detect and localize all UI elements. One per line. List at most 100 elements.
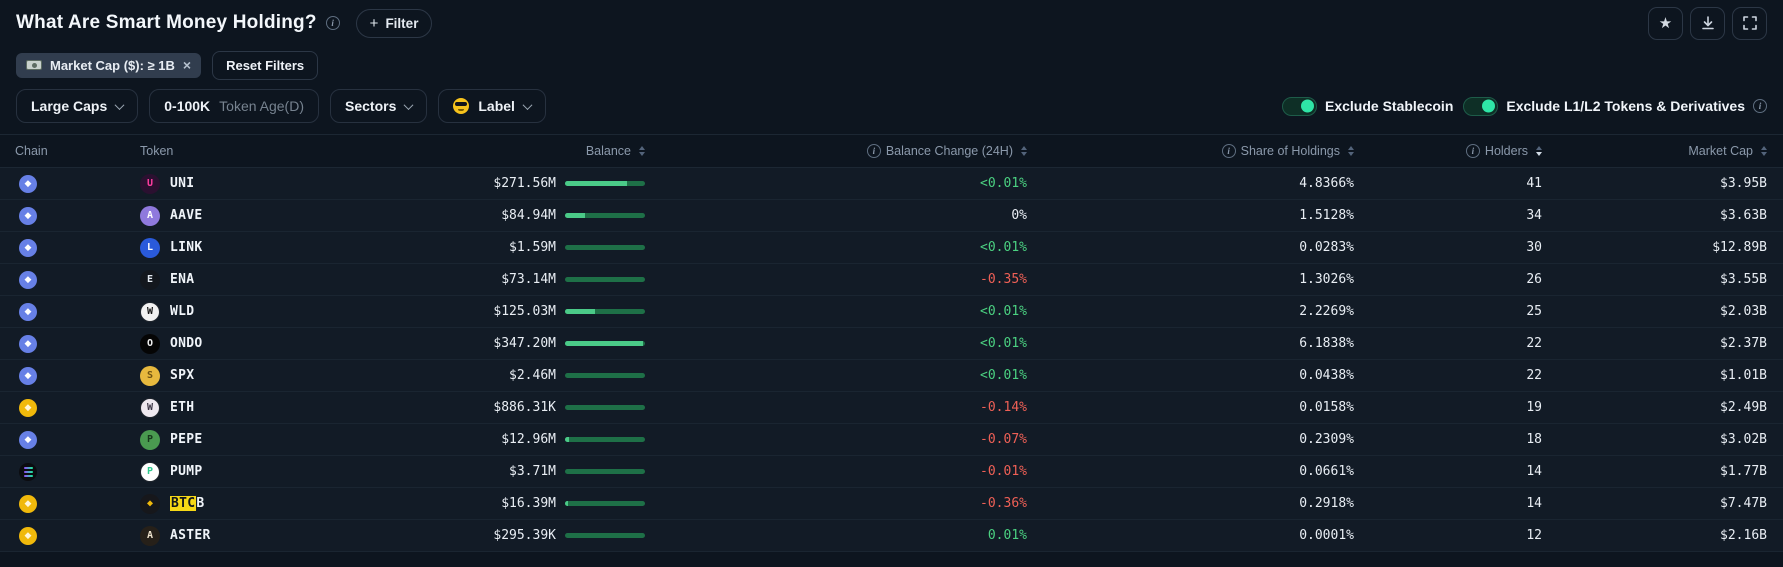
- holders-cell: 41: [1354, 176, 1542, 191]
- table-row[interactable]: ◆ A AAVE $84.94M 0% 1.5128% 34 $3.63B: [0, 200, 1783, 232]
- ethereum-chain-icon: ◆: [19, 366, 37, 385]
- holders-value: 25: [1526, 304, 1542, 319]
- table-row[interactable]: ◆ E ENA $73.14M -0.35% 1.3026% 26 $3.55B: [0, 264, 1783, 296]
- token-cell[interactable]: W ETH: [140, 397, 315, 418]
- ethereum-chain-icon: ◆: [19, 302, 37, 321]
- balance-change-cell: 0.01%: [645, 528, 1027, 543]
- token-cell[interactable]: U UNI: [140, 173, 315, 194]
- sectors-label: Sectors: [345, 98, 397, 114]
- column-header-market-cap[interactable]: Market Cap: [1542, 144, 1767, 158]
- token-cell[interactable]: E ENA: [140, 269, 315, 290]
- token-cell[interactable]: W WLD: [140, 301, 315, 322]
- market-cap-cell: $2.03B: [1542, 304, 1767, 319]
- market-cap-value: $3.02B: [1720, 432, 1767, 447]
- balance-change-value: -0.35%: [980, 272, 1027, 287]
- token-age-dropdown[interactable]: 0-100K Token Age(D): [149, 89, 319, 123]
- sort-icon[interactable]: [1761, 146, 1767, 156]
- column-header-share[interactable]: i Share of Holdings: [1027, 144, 1354, 158]
- token-cell[interactable]: P PEPE: [140, 429, 315, 450]
- market-cap-value: $2.03B: [1720, 304, 1767, 319]
- holders-value: 18: [1526, 432, 1542, 447]
- table-row[interactable]: ◆ A ASTER $295.39K 0.01% 0.0001% 12 $2.16B: [0, 520, 1783, 552]
- balance-change-value: <0.01%: [980, 176, 1027, 191]
- holders-cell: 30: [1354, 240, 1542, 255]
- token-cell[interactable]: A AAVE: [140, 205, 315, 226]
- balance-change-value: -0.14%: [980, 400, 1027, 415]
- chain-cell: ◆: [15, 174, 140, 193]
- chip-close-icon[interactable]: ×: [182, 57, 192, 73]
- solana-bar: [23, 466, 33, 469]
- token-name: SPX: [170, 368, 195, 383]
- label-dropdown[interactable]: Label: [438, 89, 546, 123]
- table-row[interactable]: ◆ S SPX $2.46M <0.01% 0.0438% 22 $1.01B: [0, 360, 1783, 392]
- ethereum-chain-icon: ◆: [19, 174, 37, 193]
- table-row[interactable]: ◆ ◆ BTCB $16.39M -0.36% 0.2918% 14 $7.47B: [0, 488, 1783, 520]
- token-cell[interactable]: O ONDO: [140, 333, 315, 354]
- balance-value: $16.39M: [501, 496, 556, 511]
- balance-bar: [565, 245, 645, 250]
- balance-change-info-icon[interactable]: i: [866, 144, 881, 158]
- favorite-button[interactable]: ★: [1648, 6, 1683, 40]
- chain-cell: ◆: [15, 302, 140, 321]
- market-cap-value: $3.63B: [1720, 208, 1767, 223]
- table-row[interactable]: ◆ W WLD $125.03M <0.01% 2.2269% 25 $2.03B: [0, 296, 1783, 328]
- balance-change-value: <0.01%: [980, 368, 1027, 383]
- table-row[interactable]: ◆ O ONDO $347.20M <0.01% 6.1838% 22 $2.37B: [0, 328, 1783, 360]
- share-value: 1.5128%: [1299, 208, 1354, 223]
- table-row[interactable]: ◆ W ETH $886.31K -0.14% 0.0158% 19 $2.49B: [0, 392, 1783, 424]
- holders-info-icon[interactable]: i: [1465, 144, 1480, 158]
- holders-cell: 25: [1354, 304, 1542, 319]
- column-header-holders[interactable]: i Holders: [1354, 144, 1542, 158]
- token-cell[interactable]: ◆ BTCB: [140, 493, 315, 514]
- market-cap-filter-chip[interactable]: Market Cap ($): ≥ 1B ×: [16, 52, 202, 78]
- reset-filters-button[interactable]: Reset Filters: [212, 50, 319, 80]
- market-cap-tier-dropdown[interactable]: Large Caps: [16, 89, 139, 123]
- plus-icon: +: [369, 14, 379, 32]
- holders-value: 19: [1526, 400, 1542, 415]
- token-cell[interactable]: S SPX: [140, 365, 315, 386]
- table-row[interactable]: ◆ L LINK $1.59M <0.01% 0.0283% 30 $12.89B: [0, 232, 1783, 264]
- token-name: LINK: [170, 240, 203, 255]
- exclude-stablecoin-group: Exclude Stablecoin: [1282, 96, 1453, 116]
- exclude-l1l2-toggle[interactable]: [1463, 96, 1499, 116]
- balance-change-value: <0.01%: [980, 240, 1027, 255]
- toolbar: What Are Smart Money Holding? i + Filter…: [0, 0, 1783, 46]
- balance-cell: $2.46M: [315, 368, 645, 383]
- token-cell[interactable]: L LINK: [140, 237, 315, 258]
- share-value: 0.0158%: [1299, 400, 1354, 415]
- ondo-token-icon: O: [140, 333, 160, 354]
- exclude-stablecoin-toggle[interactable]: [1282, 96, 1317, 116]
- share-cell: 1.5128%: [1027, 208, 1354, 223]
- token-cell[interactable]: A ASTER: [140, 525, 315, 546]
- sort-icon[interactable]: [639, 146, 645, 156]
- btcb-token-icon: ◆: [140, 493, 160, 514]
- share-value: 0.0283%: [1299, 240, 1354, 255]
- holders-cell: 22: [1354, 336, 1542, 351]
- table-row[interactable]: P PUMP $3.71M -0.01% 0.0661% 14 $1.77B: [0, 456, 1783, 488]
- chain-cell: ◆: [15, 206, 140, 225]
- holders-value: 41: [1526, 176, 1542, 191]
- sort-icon-active-desc[interactable]: [1536, 146, 1542, 156]
- title-info-icon[interactable]: i: [325, 16, 340, 30]
- token-cell[interactable]: P PUMP: [140, 461, 315, 482]
- market-cap-value: $1.77B: [1720, 464, 1767, 479]
- l1l2-info-icon[interactable]: i: [1753, 99, 1767, 113]
- widget-actions: ★: [1648, 6, 1767, 40]
- sort-icon[interactable]: [1348, 146, 1354, 156]
- fullscreen-button[interactable]: [1732, 6, 1767, 40]
- token-name: WLD: [170, 304, 195, 319]
- download-button[interactable]: [1690, 6, 1725, 40]
- token-name: ENA: [170, 272, 195, 287]
- holders-cell: 19: [1354, 400, 1542, 415]
- sectors-dropdown[interactable]: Sectors: [330, 89, 428, 123]
- share-info-icon[interactable]: i: [1221, 144, 1236, 158]
- table-row[interactable]: ◆ U UNI $271.56M <0.01% 4.8366% 41 $3.95B: [0, 168, 1783, 200]
- table-row[interactable]: ◆ P PEPE $12.96M -0.07% 0.2309% 18 $3.02B: [0, 424, 1783, 456]
- sort-icon[interactable]: [1021, 146, 1027, 156]
- column-header-balance-change[interactable]: i Balance Change (24H): [645, 144, 1027, 158]
- column-header-token: Token: [140, 144, 174, 158]
- add-filter-button[interactable]: + Filter: [355, 8, 433, 38]
- chevron-down-icon: [114, 99, 125, 110]
- column-header-balance[interactable]: Balance: [315, 144, 645, 158]
- exclude-l1l2-label: Exclude L1/L2 Tokens & Derivatives: [1506, 98, 1745, 114]
